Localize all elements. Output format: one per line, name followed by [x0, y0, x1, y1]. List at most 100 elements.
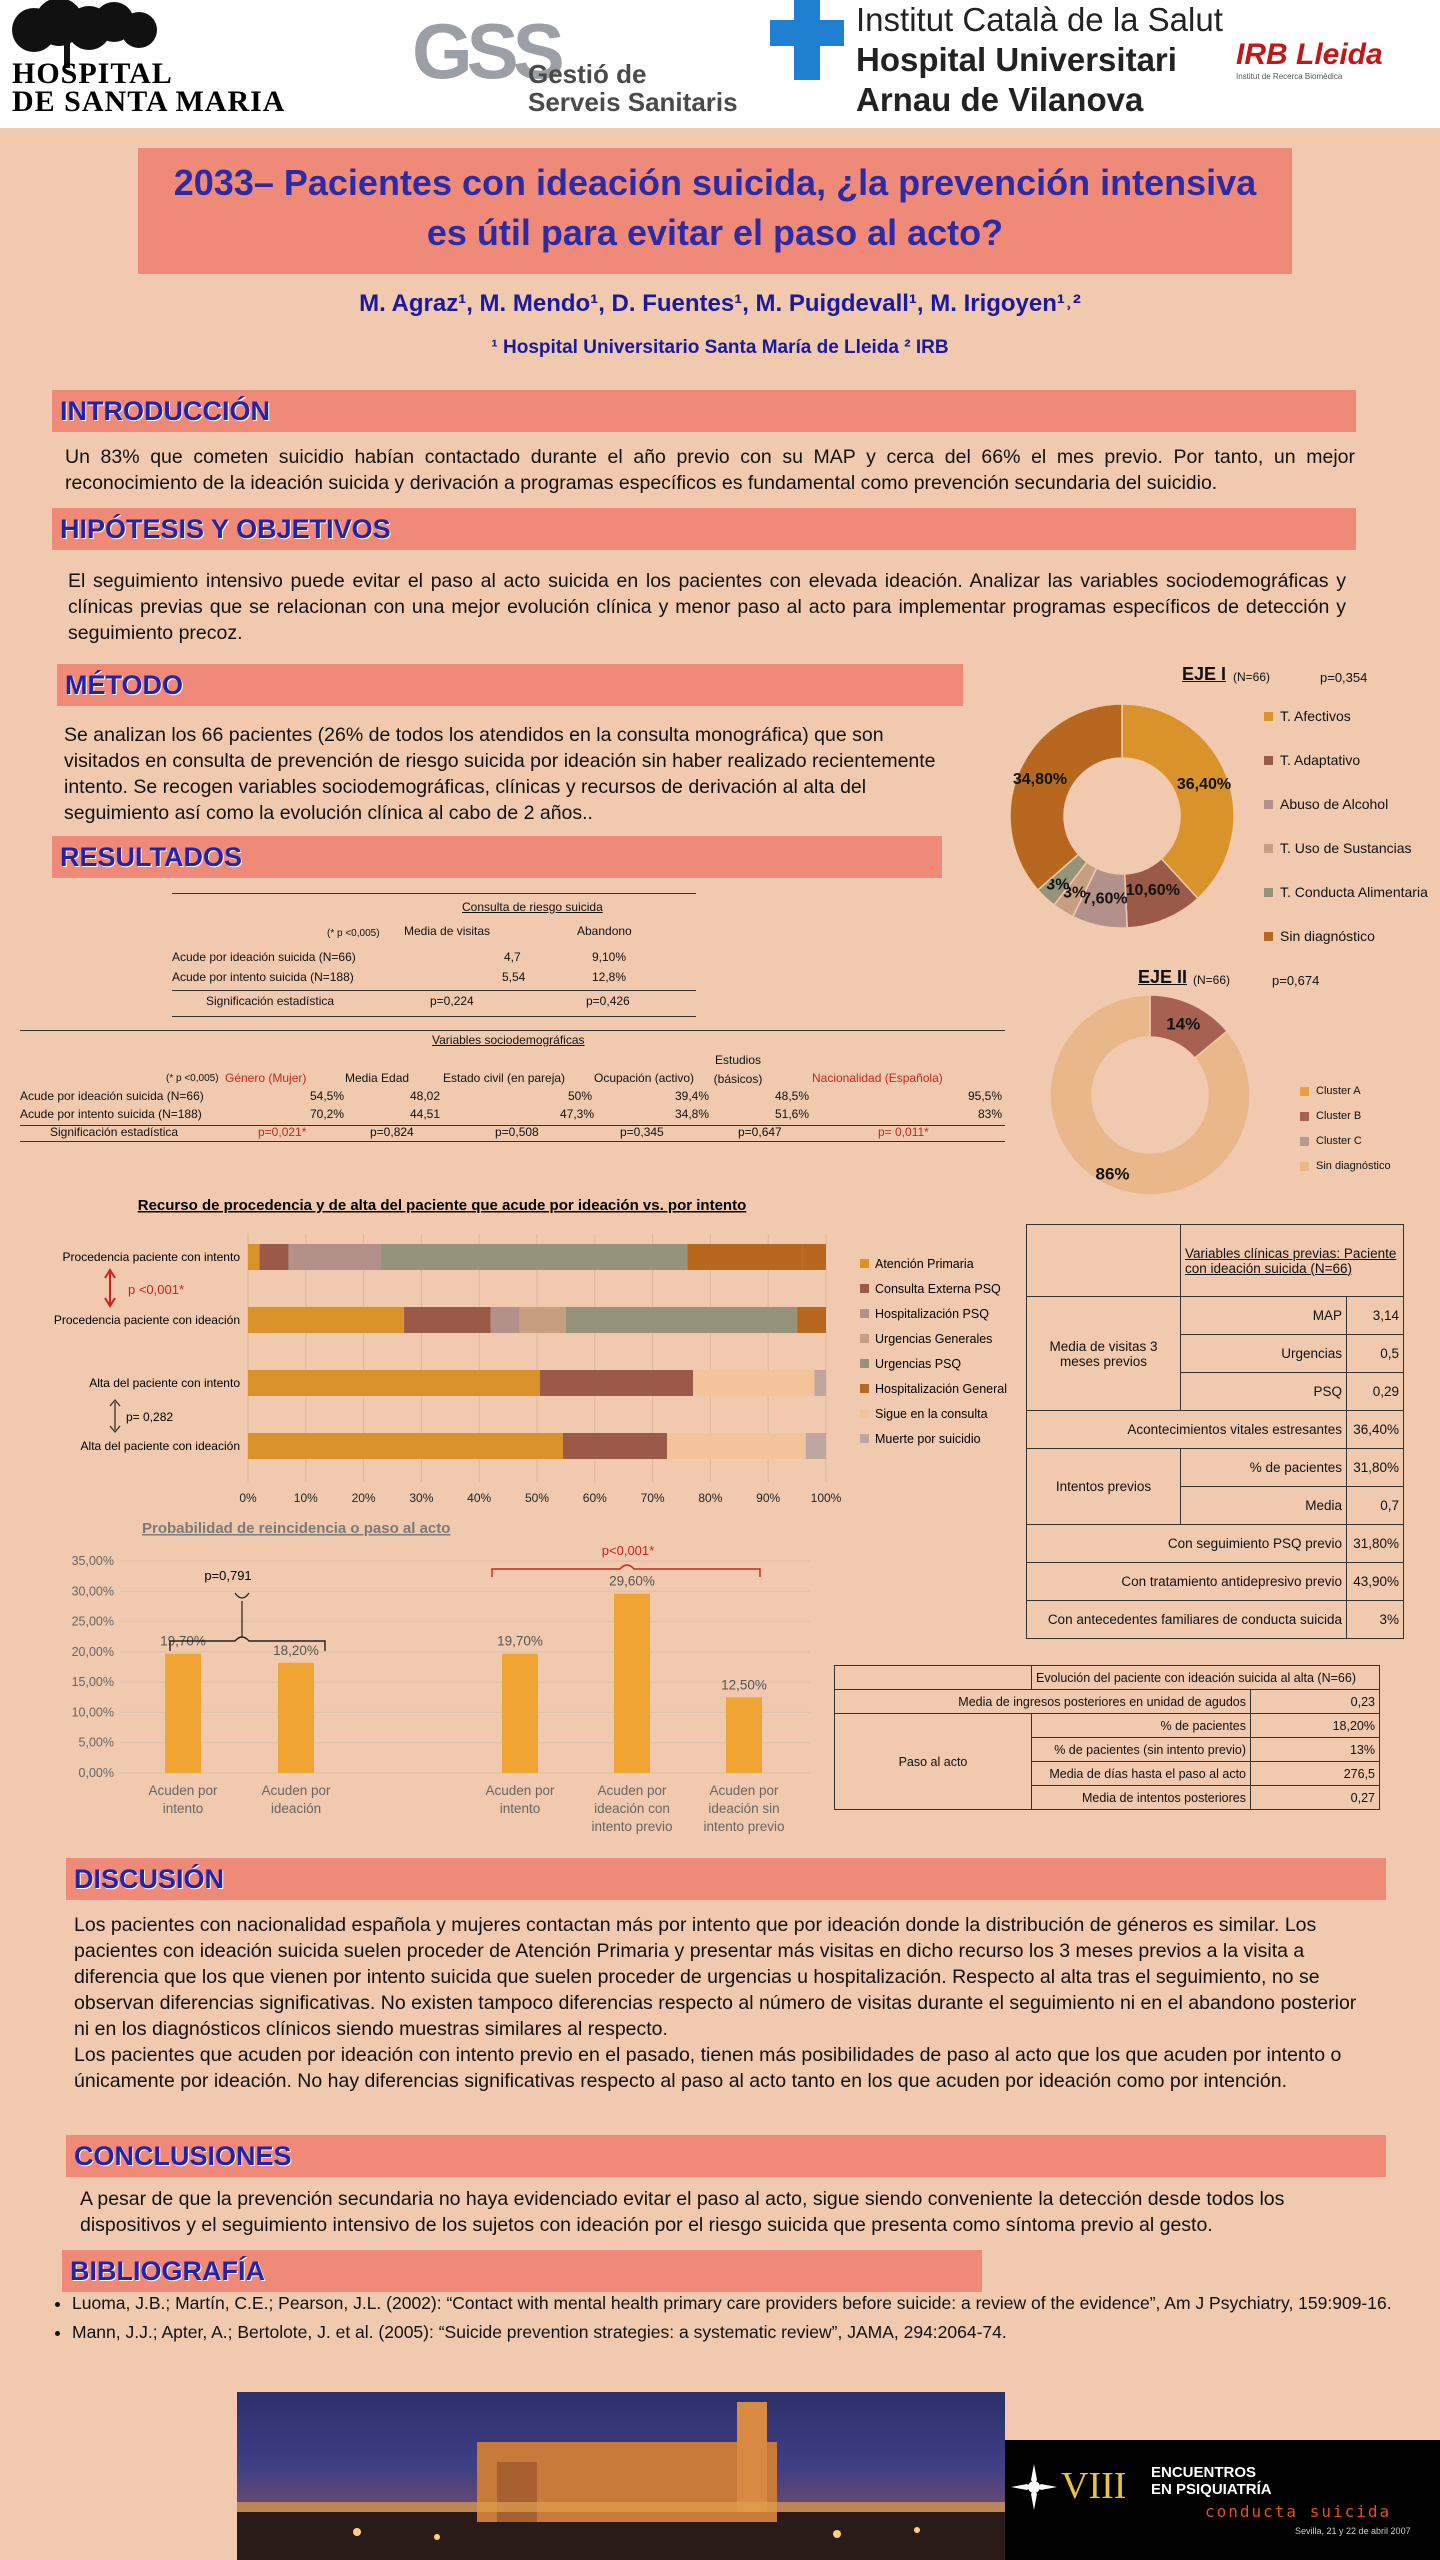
- discusion-text: Los pacientes con nacionalidad española …: [74, 1912, 1364, 2094]
- socio-cell: 39,4%: [675, 1089, 710, 1103]
- evolucion-label: Media de días hasta el paso al acto: [1031, 1761, 1251, 1786]
- legend-swatch: [1264, 843, 1273, 853]
- congress-logo: VIII ENCUENTROS EN PSIQUIATRÍA conducta …: [1005, 2440, 1440, 2560]
- clinicas-group-visitas: Media de visitas 3 meses previos: [1026, 1296, 1181, 1411]
- clinicas-label: PSQ: [1180, 1372, 1347, 1411]
- clinicas-label: % de pacientes: [1180, 1448, 1347, 1487]
- y-tick-label: 35,00%: [72, 1554, 114, 1568]
- category-label: intento: [163, 1801, 204, 1816]
- section-conclusiones: CONCLUSIONES: [66, 2135, 1386, 2177]
- donut-label: 3%: [1063, 885, 1086, 902]
- legend-swatch: [860, 1409, 869, 1418]
- clinicas-value: 36,40%: [1346, 1410, 1404, 1449]
- donut-label: 3%: [1046, 877, 1069, 894]
- stack-segment: [802, 1244, 826, 1270]
- clinicas-value: 0,29: [1346, 1372, 1404, 1411]
- legend-label: Cluster B: [1316, 1110, 1362, 1122]
- consulta-table-note: (* p <0,005): [327, 928, 380, 939]
- socio-cell: p=0,824: [370, 1125, 414, 1139]
- x-tick-label: 20%: [352, 1491, 376, 1505]
- category-label: Alta del paciente con ideación: [81, 1439, 240, 1453]
- title-banner: 2033– Pacientes con ideación suicida, ¿l…: [138, 148, 1292, 274]
- consulta-cell: p=0,224: [430, 994, 474, 1008]
- eje2-donut: 14% 86%: [1049, 994, 1251, 1196]
- legend-label: T. Uso de Sustancias: [1280, 840, 1412, 856]
- donut-label: 10,60%: [1126, 882, 1180, 899]
- legend-item: Cluster A: [1300, 1085, 1440, 1097]
- bar-value-label: 12,50%: [721, 1677, 767, 1692]
- y-tick-label: 20,00%: [72, 1645, 114, 1659]
- legend-swatch: [1300, 1111, 1309, 1121]
- legend-label: T. Conducta Alimentaria: [1280, 884, 1428, 900]
- socio-header: Estado civil (en pareja): [443, 1071, 566, 1085]
- x-tick-label: 10%: [294, 1491, 318, 1505]
- consulta-cell: p=0,426: [586, 994, 630, 1008]
- stack-segment: [519, 1307, 566, 1333]
- title-line-1: 2033– Pacientes con ideación suicida, ¿l…: [173, 162, 1257, 203]
- category-label: Acuden por: [148, 1783, 218, 1798]
- bar-value-label: 29,60%: [609, 1574, 655, 1589]
- sun-icon: [1011, 2464, 1057, 2510]
- category-label: Acuden por: [709, 1783, 779, 1798]
- y-tick-label: 10,00%: [72, 1705, 114, 1719]
- evolucion-value: 276,5: [1250, 1761, 1380, 1786]
- x-tick-label: 60%: [583, 1491, 607, 1505]
- gss-logo: GSS Gestió de Serveis Sanitaris: [398, 0, 766, 126]
- socio-cell: 50%: [568, 1089, 593, 1103]
- section-bibliografia: BIBLIOGRAFÍA: [62, 2250, 982, 2292]
- procedencia-pvalue: p <0,001*: [128, 1282, 184, 1297]
- bib-item: Mann, J.J.; Apter, A.; Bertolote, J. et …: [72, 2321, 1440, 2344]
- socio-table-note: (* p <0,005): [166, 1073, 219, 1084]
- clinicas-group-intentos: Intentos previos: [1026, 1448, 1181, 1525]
- probabilidad-svg: Probabilidad de reincidencia o paso al a…: [72, 1520, 810, 1834]
- legend-swatch: [860, 1384, 869, 1393]
- cathedral-image: [237, 2392, 1005, 2560]
- clinicas-label: Media: [1180, 1486, 1347, 1525]
- stack-segment: [404, 1307, 491, 1333]
- stack-segment: [797, 1307, 826, 1333]
- evolucion-value: 0,23: [1250, 1689, 1380, 1714]
- legend-item: Sin diagnóstico: [1300, 1160, 1440, 1172]
- probabilidad-title: Probabilidad de reincidencia o paso al a…: [142, 1520, 450, 1537]
- tree-icon: [12, 0, 157, 68]
- legend-swatch: [1300, 1086, 1309, 1096]
- socio-cell: p=0,345: [620, 1125, 664, 1139]
- title-line-2: es útil para evitar el paso al acto?: [426, 212, 1004, 253]
- x-tick-label: 30%: [409, 1491, 433, 1505]
- legend-label: Abuso de Alcohol: [1280, 796, 1389, 812]
- legend-swatch: [860, 1309, 869, 1318]
- category-label: ideación: [271, 1801, 321, 1816]
- legend-label: Cluster C: [1316, 1135, 1362, 1147]
- bracket: [491, 1564, 761, 1577]
- bracket-stem: [234, 1592, 250, 1637]
- probability-bar: [502, 1653, 538, 1773]
- legend-swatch: [860, 1259, 869, 1268]
- category-label: Procedencia paciente con ideación: [54, 1313, 240, 1327]
- stack-segment: [805, 1433, 826, 1459]
- clinicas-value: 43,90%: [1346, 1562, 1404, 1601]
- intro-text: Un 83% que cometen suicidio habían conta…: [65, 446, 1355, 494]
- eje1-legend: T. Afectivos T. Adaptativo Abuso de Alcoho…: [1264, 708, 1440, 972]
- legend-item: T. Conducta Alimentaria: [1264, 884, 1440, 900]
- stack-segment: [539, 1370, 694, 1396]
- category-label: intento previo: [591, 1819, 672, 1834]
- socio-cell: 95,5%: [968, 1089, 1003, 1103]
- donut-slice: [1049, 994, 1251, 1196]
- evolucion-label: Media de intentos posteriores: [1031, 1785, 1251, 1810]
- probability-bar: [278, 1662, 314, 1773]
- socio-cell: 70,2%: [310, 1107, 345, 1121]
- gss-name-1: Gestió de: [528, 59, 647, 89]
- evolucion-header: Evolución del paciente con ideación suic…: [1031, 1665, 1380, 1690]
- legend-label: Urgencias Generales: [875, 1332, 992, 1346]
- bar-value-label: 19,70%: [497, 1634, 543, 1649]
- donut-slice: [1121, 703, 1235, 900]
- pvalue-label: p=0,791: [204, 1568, 251, 1583]
- donut-label: 86%: [1096, 1165, 1130, 1184]
- y-tick-label: 30,00%: [72, 1584, 114, 1598]
- consulta-cell: 5,54: [502, 970, 526, 984]
- section-introduccion: INTRODUCCIÓN: [52, 390, 1356, 432]
- socio-header: Ocupación (activo): [594, 1071, 695, 1085]
- probabilidad-chart: Probabilidad de reincidencia o paso al a…: [20, 1515, 820, 1855]
- legend-label: Sin diagnóstico: [1316, 1160, 1391, 1172]
- socio-cell: 51,6%: [775, 1107, 810, 1121]
